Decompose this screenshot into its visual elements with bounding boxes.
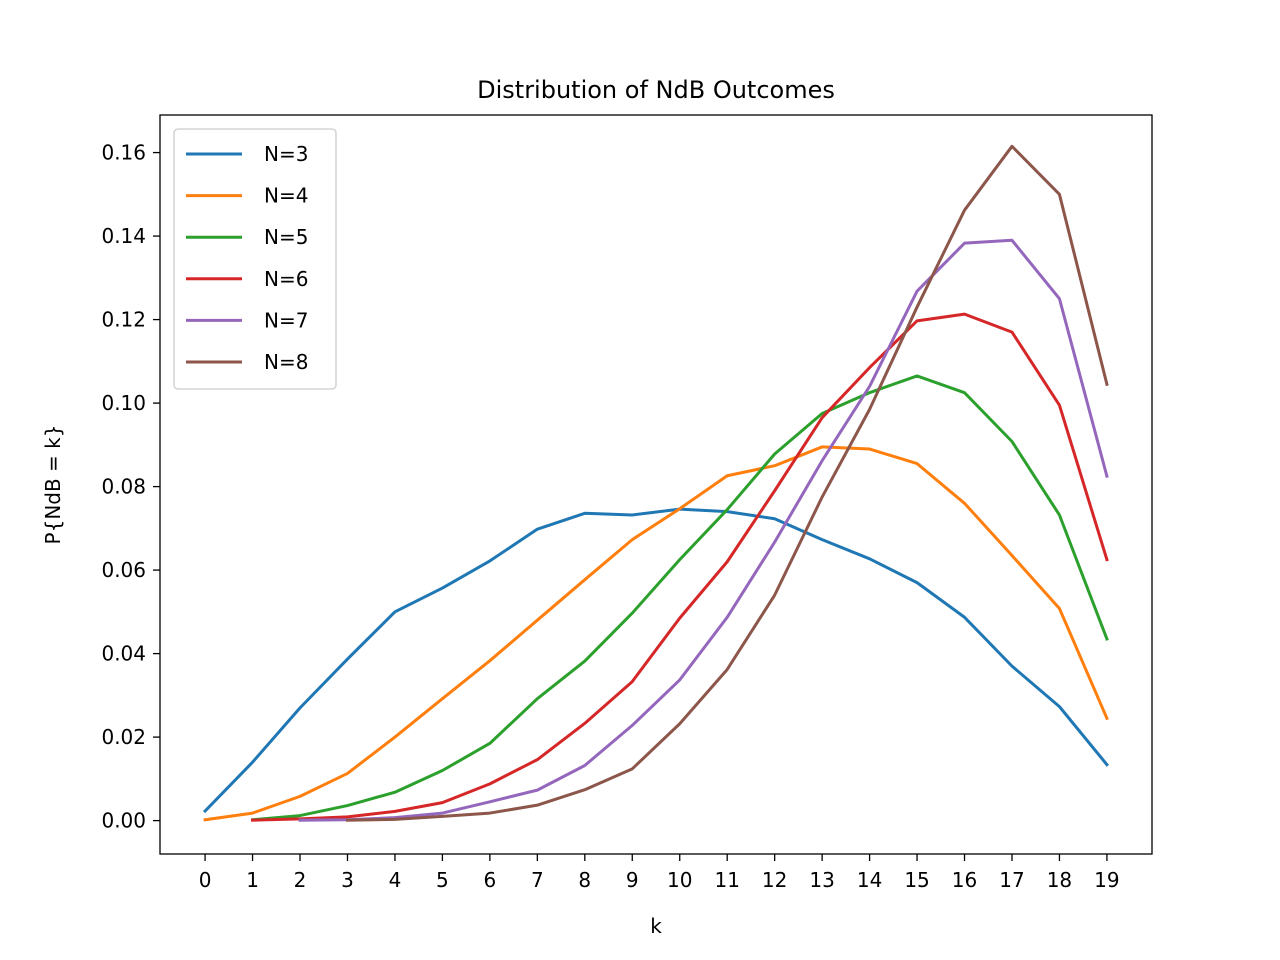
x-tick-label: 10 xyxy=(667,868,692,892)
x-axis: 0 1 2 3 4 5 6 7 8 9 10 11 12 13 14 15 16 17 18 19 xyxy=(199,854,1120,892)
legend-label-6: N=8 xyxy=(264,350,308,374)
x-tick-label: 7 xyxy=(531,868,544,892)
x-tick-label: 6 xyxy=(484,868,497,892)
x-tick-label: 19 xyxy=(1094,868,1119,892)
y-tick-label: 0.06 xyxy=(101,558,146,582)
x-tick-label: 11 xyxy=(714,868,739,892)
y-tick-label: 0.04 xyxy=(101,642,146,666)
series-line-5 xyxy=(298,238,1109,822)
x-tick-label: 15 xyxy=(904,868,929,892)
x-tick-label: 8 xyxy=(578,868,591,892)
legend-label-1: N=3 xyxy=(264,142,308,166)
x-tick-label: 13 xyxy=(809,868,834,892)
x-tick-label: 5 xyxy=(436,868,449,892)
x-tick-label: 1 xyxy=(246,868,259,892)
series-line-4 xyxy=(251,312,1109,822)
legend: N=3 N=4 N=5 N=6 N=7 N=8 xyxy=(173,128,337,390)
series-line-1 xyxy=(202,507,1110,814)
x-tick-label: 4 xyxy=(389,868,402,892)
x-tick-label: 16 xyxy=(952,868,977,892)
x-tick-label: 12 xyxy=(762,868,787,892)
x-tick-label: 9 xyxy=(626,868,639,892)
legend-box xyxy=(173,128,337,390)
x-tick-label: 18 xyxy=(1047,868,1072,892)
x-tick-label: 2 xyxy=(294,868,307,892)
plot-lines xyxy=(202,144,1110,822)
series-line-2 xyxy=(203,445,1109,822)
x-tick-label: 0 xyxy=(199,868,212,892)
y-axis: 0.00 0.02 0.04 0.06 0.08 0.10 0.12 0.14 0.16 xyxy=(101,141,160,833)
y-tick-label: 0.00 xyxy=(101,809,146,833)
y-tick-label: 0.10 xyxy=(101,391,146,415)
plot-frame xyxy=(159,114,1153,855)
legend-label-5: N=7 xyxy=(264,308,308,332)
series-line-3 xyxy=(250,374,1109,822)
series-line-6 xyxy=(345,144,1109,822)
y-tick-label: 0.16 xyxy=(101,141,146,165)
legend-entries: N=3 N=4 N=5 N=6 N=7 N=8 xyxy=(186,142,308,374)
y-axis-label: P{NdB = k} xyxy=(41,425,65,545)
y-tick-label: 0.08 xyxy=(101,475,146,499)
y-tick-label: 0.02 xyxy=(101,725,146,749)
x-tick-label: 3 xyxy=(341,868,354,892)
y-tick-label: 0.14 xyxy=(101,224,146,248)
x-tick-label: 14 xyxy=(857,868,882,892)
x-tick-label: 17 xyxy=(999,868,1024,892)
legend-label-3: N=5 xyxy=(264,225,308,249)
legend-label-4: N=6 xyxy=(264,267,308,291)
x-axis-label: k xyxy=(650,914,662,938)
legend-label-2: N=4 xyxy=(264,184,308,208)
chart-title: Distribution of NdB Outcomes xyxy=(477,76,835,104)
y-tick-label: 0.12 xyxy=(101,308,146,332)
